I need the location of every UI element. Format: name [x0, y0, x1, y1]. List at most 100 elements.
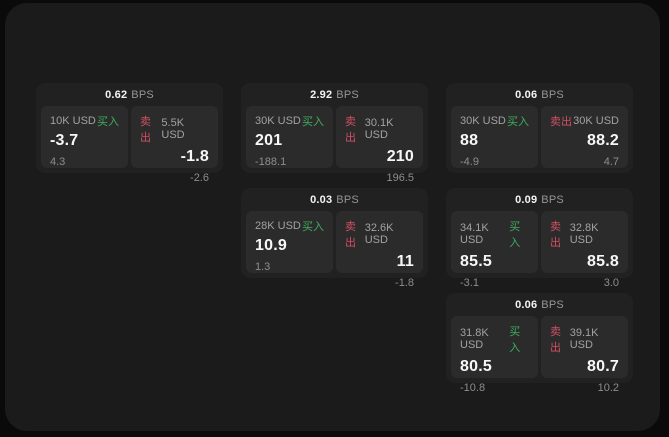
- quote-card[interactable]: 0.06 BPS 31.8K USD 买入 80.5 -10.8 卖出 39.1…: [446, 293, 633, 394]
- sell-amount: 39.1K USD: [569, 327, 599, 351]
- buy-panel-header: 31.8K USD 买入: [460, 323, 529, 355]
- buy-side-label: 买入: [509, 221, 521, 249]
- quote-panels: 10K USD 买入 -3.7 4.3 卖出 5.5K USD -1.8 -2.…: [41, 106, 218, 184]
- bps-unit-label: BPS: [336, 88, 359, 101]
- buy-panel-header: 34.1K USD 买入: [460, 218, 529, 250]
- quote-panels: 34.1K USD 买入 85.5 -3.1 卖出 32.8K USD 85.8…: [451, 211, 628, 289]
- bps-value: 0.06: [515, 88, 538, 101]
- sell-side-label: 卖出: [550, 221, 561, 249]
- sell-panel[interactable]: 卖出 30.1K USD 210 196.5: [336, 106, 423, 184]
- buy-panel-header: 30K USD 买入: [460, 113, 529, 129]
- sell-panel-header: 卖出 32.6K USD: [345, 218, 414, 250]
- bps-unit-label: BPS: [541, 298, 564, 311]
- buy-price: 10.9: [255, 237, 287, 254]
- sell-panel[interactable]: 卖出 32.6K USD 11 -1.8: [336, 211, 423, 289]
- quote-card-grid: 0.62 BPS 10K USD 买入 -3.7 4.3 卖出 5.5K USD…: [36, 83, 633, 394]
- buy-amount: 31.8K USD: [460, 327, 489, 351]
- bps-value: 0.09: [515, 193, 538, 206]
- sell-delta: 10.2: [597, 382, 619, 394]
- sell-price: 210: [386, 148, 414, 165]
- buy-delta: -10.8: [460, 382, 486, 394]
- sell-panel[interactable]: 卖出 32.8K USD 85.8 3.0: [541, 211, 628, 289]
- buy-delta: -4.9: [460, 156, 479, 168]
- bps-unit-label: BPS: [336, 193, 359, 206]
- buy-side-label: 买入: [302, 221, 324, 233]
- buy-price: 88: [460, 132, 479, 149]
- buy-panel[interactable]: 28K USD 买入 10.9 1.3: [246, 211, 333, 273]
- sell-delta: 196.5: [386, 172, 414, 184]
- buy-side-label: 买入: [302, 116, 324, 128]
- sell-panel-header: 卖出 5.5K USD: [140, 113, 209, 145]
- buy-amount: 30K USD: [460, 115, 506, 127]
- sell-panel-header: 卖出 32.8K USD: [550, 218, 619, 250]
- sell-amount: 32.8K USD: [569, 222, 599, 246]
- bps-value: 0.03: [310, 193, 333, 206]
- quote-panels: 30K USD 买入 201 -188.1 卖出 30.1K USD 210 1…: [246, 106, 423, 184]
- sell-amount: 32.6K USD: [364, 222, 394, 246]
- card-header: 0.06 BPS: [451, 83, 628, 106]
- sell-side-label: 卖出: [140, 116, 151, 144]
- app-surface: 0.62 BPS 10K USD 买入 -3.7 4.3 卖出 5.5K USD…: [5, 3, 660, 431]
- sell-side-label: 卖出: [550, 326, 561, 354]
- sell-amount: 30.1K USD: [364, 117, 394, 141]
- sell-panel[interactable]: 卖出 5.5K USD -1.8 -2.6: [131, 106, 218, 184]
- buy-delta: -3.1: [460, 277, 479, 289]
- buy-panel[interactable]: 10K USD 买入 -3.7 4.3: [41, 106, 128, 168]
- sell-panel-header: 卖出 30K USD: [550, 113, 619, 129]
- buy-price: 201: [255, 132, 283, 149]
- bps-unit-label: BPS: [131, 88, 154, 101]
- sell-delta: 3.0: [603, 277, 619, 289]
- buy-panel[interactable]: 31.8K USD 买入 80.5 -10.8: [451, 316, 538, 394]
- sell-panel[interactable]: 卖出 39.1K USD 80.7 10.2: [541, 316, 628, 394]
- sell-amount: 5.5K USD: [161, 117, 185, 141]
- buy-delta: 4.3: [50, 156, 66, 168]
- buy-delta: 1.3: [255, 261, 271, 273]
- buy-panel-header: 10K USD 买入: [50, 113, 119, 129]
- buy-price: -3.7: [50, 132, 79, 149]
- quote-panels: 31.8K USD 买入 80.5 -10.8 卖出 39.1K USD 80.…: [451, 316, 628, 394]
- bps-value: 0.62: [105, 88, 128, 101]
- buy-amount: 10K USD: [50, 115, 96, 127]
- bps-unit-label: BPS: [541, 88, 564, 101]
- buy-panel[interactable]: 34.1K USD 买入 85.5 -3.1: [451, 211, 538, 289]
- quote-card[interactable]: 2.92 BPS 30K USD 买入 201 -188.1 卖出 30.1K …: [241, 83, 428, 184]
- buy-side-label: 买入: [507, 116, 529, 128]
- quote-card[interactable]: 0.62 BPS 10K USD 买入 -3.7 4.3 卖出 5.5K USD…: [36, 83, 223, 184]
- sell-panel-header: 卖出 39.1K USD: [550, 323, 619, 355]
- sell-panel[interactable]: 卖出 30K USD 88.2 4.7: [541, 106, 628, 168]
- card-header: 0.62 BPS: [41, 83, 218, 106]
- buy-price: 85.5: [460, 253, 492, 270]
- buy-panel-header: 30K USD 买入: [255, 113, 324, 129]
- buy-amount: 34.1K USD: [460, 222, 489, 246]
- sell-side-label: 卖出: [345, 116, 356, 144]
- quote-card[interactable]: 0.06 BPS 30K USD 买入 88 -4.9 卖出 30K USD 8…: [446, 83, 633, 173]
- buy-amount: 30K USD: [255, 115, 301, 127]
- bps-value: 0.06: [515, 298, 538, 311]
- sell-delta: 4.7: [603, 156, 619, 168]
- card-header: 0.06 BPS: [451, 293, 628, 316]
- sell-price: -1.8: [180, 148, 209, 165]
- sell-price: 85.8: [587, 253, 619, 270]
- buy-side-label: 买入: [97, 116, 119, 128]
- bps-value: 2.92: [310, 88, 333, 101]
- sell-side-label: 卖出: [345, 221, 356, 249]
- sell-price: 80.7: [587, 358, 619, 375]
- buy-panel-header: 28K USD 买入: [255, 218, 324, 234]
- sell-side-label: 卖出: [550, 116, 572, 128]
- buy-price: 80.5: [460, 358, 492, 375]
- quote-panels: 30K USD 买入 88 -4.9 卖出 30K USD 88.2 4.7: [451, 106, 628, 168]
- buy-delta: -188.1: [255, 156, 287, 168]
- sell-amount: 30K USD: [573, 115, 619, 127]
- buy-panel[interactable]: 30K USD 买入 88 -4.9: [451, 106, 538, 168]
- sell-price: 11: [396, 253, 414, 270]
- sell-delta: -2.6: [190, 172, 209, 184]
- quote-card[interactable]: 0.09 BPS 34.1K USD 买入 85.5 -3.1 卖出 32.8K…: [446, 188, 633, 289]
- buy-panel[interactable]: 30K USD 买入 201 -188.1: [246, 106, 333, 168]
- sell-price: 88.2: [587, 132, 619, 149]
- sell-panel-header: 卖出 30.1K USD: [345, 113, 414, 145]
- bps-unit-label: BPS: [541, 193, 564, 206]
- card-header: 2.92 BPS: [246, 83, 423, 106]
- buy-side-label: 买入: [509, 326, 521, 354]
- card-header: 0.03 BPS: [246, 188, 423, 211]
- quote-card[interactable]: 0.03 BPS 28K USD 买入 10.9 1.3 卖出 32.6K US…: [241, 188, 428, 289]
